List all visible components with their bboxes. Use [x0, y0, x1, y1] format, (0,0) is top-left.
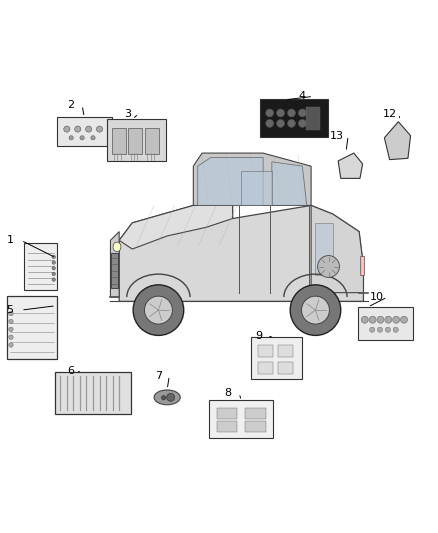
FancyBboxPatch shape [258, 345, 272, 357]
FancyBboxPatch shape [306, 107, 320, 130]
Circle shape [69, 135, 73, 140]
Polygon shape [241, 171, 271, 205]
FancyBboxPatch shape [359, 256, 364, 275]
Text: 6: 6 [67, 366, 74, 376]
Circle shape [309, 109, 317, 117]
Polygon shape [119, 205, 363, 301]
Text: 3: 3 [124, 109, 131, 119]
FancyBboxPatch shape [7, 296, 57, 359]
Circle shape [399, 316, 406, 323]
Circle shape [360, 316, 367, 323]
Polygon shape [384, 122, 410, 159]
Circle shape [9, 319, 13, 324]
Circle shape [298, 119, 306, 127]
FancyBboxPatch shape [111, 253, 118, 288]
FancyBboxPatch shape [245, 408, 265, 419]
Text: 9: 9 [254, 332, 262, 341]
Circle shape [52, 272, 55, 276]
Circle shape [52, 266, 55, 270]
FancyBboxPatch shape [357, 306, 412, 340]
Text: 4: 4 [298, 91, 305, 101]
Polygon shape [311, 205, 363, 293]
FancyBboxPatch shape [145, 128, 159, 154]
Polygon shape [315, 223, 332, 275]
Circle shape [376, 316, 383, 323]
FancyBboxPatch shape [277, 362, 292, 374]
Circle shape [368, 316, 375, 323]
FancyBboxPatch shape [57, 117, 112, 146]
Circle shape [301, 296, 328, 324]
Circle shape [166, 393, 174, 401]
Polygon shape [110, 232, 119, 297]
Circle shape [74, 126, 81, 132]
Circle shape [298, 109, 306, 117]
Circle shape [9, 335, 13, 340]
FancyBboxPatch shape [24, 244, 57, 289]
FancyBboxPatch shape [107, 119, 166, 161]
Circle shape [392, 316, 399, 323]
FancyBboxPatch shape [277, 345, 292, 357]
Text: 7: 7 [155, 370, 162, 381]
FancyBboxPatch shape [112, 128, 125, 154]
FancyBboxPatch shape [54, 372, 131, 414]
Circle shape [9, 327, 13, 332]
FancyBboxPatch shape [258, 362, 272, 374]
Circle shape [52, 255, 55, 259]
FancyBboxPatch shape [216, 408, 237, 419]
Text: 5: 5 [7, 305, 14, 315]
Text: 2: 2 [67, 100, 74, 110]
Circle shape [276, 109, 284, 117]
Circle shape [309, 119, 317, 127]
Circle shape [52, 278, 55, 281]
Text: 1: 1 [7, 236, 14, 245]
Circle shape [80, 135, 84, 140]
Polygon shape [271, 162, 306, 205]
Circle shape [385, 327, 390, 333]
Circle shape [9, 311, 13, 316]
Circle shape [64, 126, 70, 132]
Circle shape [290, 285, 340, 335]
FancyBboxPatch shape [259, 100, 327, 137]
Circle shape [265, 109, 273, 117]
Circle shape [9, 343, 13, 347]
Circle shape [369, 327, 374, 333]
Circle shape [85, 126, 92, 132]
Circle shape [287, 109, 295, 117]
Circle shape [52, 261, 55, 264]
Circle shape [96, 126, 102, 132]
Circle shape [377, 327, 382, 333]
FancyBboxPatch shape [216, 422, 237, 432]
Ellipse shape [113, 242, 120, 252]
Polygon shape [197, 157, 262, 205]
FancyBboxPatch shape [245, 422, 265, 432]
Circle shape [91, 135, 95, 140]
Text: 8: 8 [224, 388, 231, 398]
Circle shape [133, 285, 184, 335]
Ellipse shape [154, 390, 180, 405]
Circle shape [276, 119, 284, 127]
Polygon shape [119, 205, 232, 249]
Polygon shape [193, 153, 311, 205]
Circle shape [161, 395, 166, 400]
Circle shape [265, 119, 273, 127]
Circle shape [392, 327, 397, 333]
Circle shape [317, 256, 339, 277]
Text: 12: 12 [381, 109, 396, 119]
Text: 10: 10 [369, 292, 383, 302]
Text: 13: 13 [329, 131, 343, 141]
FancyBboxPatch shape [128, 128, 142, 154]
FancyBboxPatch shape [251, 337, 301, 379]
Polygon shape [337, 153, 362, 179]
Circle shape [384, 316, 391, 323]
Circle shape [287, 119, 295, 127]
FancyBboxPatch shape [209, 400, 272, 438]
Circle shape [144, 296, 172, 324]
